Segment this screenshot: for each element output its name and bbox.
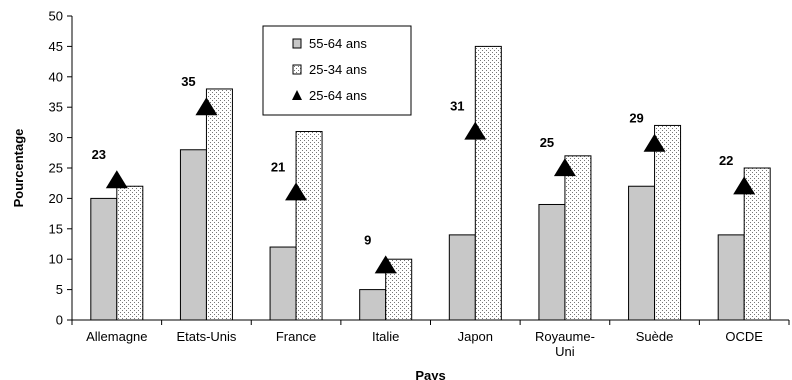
x-tick-label: France [276,329,316,344]
x-tick-label-line: France [276,329,316,344]
y-tick-label: 10 [49,252,63,267]
marker-triangle [285,182,308,201]
x-tick-label: Etats-Unis [176,329,236,344]
y-tick-label: 5 [56,282,63,297]
y-tick-label: 20 [49,191,63,206]
x-tick-label: Allemagne [86,329,147,344]
x-tick-label-line: Japon [458,329,493,344]
y-tick-label: 50 [49,9,63,24]
legend-swatch [292,90,302,100]
data-label: 9 [364,232,371,247]
bar-25-34-ans [205,88,233,321]
x-tick-label-line: Italie [372,329,399,344]
marker-triangle [374,255,397,274]
x-tick-label-line: Suède [636,329,674,344]
marker-triangle [553,158,576,177]
marker-triangle [733,176,756,195]
marker-triangle [195,97,218,116]
legend-label: 25-34 ans [309,62,367,77]
bar-25-34-ans [116,185,144,321]
x-tick-label-line: Royaume- [535,329,595,344]
y-tick-label: 15 [49,221,63,236]
legend: 55-64 ans 25-34 ans 25-64 ans [262,25,412,116]
bar-25-34-ans [474,45,502,321]
legend-label: 25-64 ans [309,88,367,103]
x-tick-label-line: OCDE [725,329,763,344]
x-tick-label: OCDE [725,329,763,344]
x-tick-label: Suède [636,329,674,344]
x-tick-label: Italie [372,329,399,344]
bar-55-64-ans [90,197,118,321]
marker-triangle [464,121,487,140]
y-tick-label: 35 [49,100,63,115]
plot-area: 0 5 10 15 20 25 30 35 40 45 50 23 Allemagne 35 Etats-U… [49,9,790,359]
bar-25-34-ans [564,155,592,321]
x-tick-label: Royaume-Uni [535,329,595,359]
data-label: 31 [450,99,464,114]
bar-55-64-ans [717,234,745,321]
bar-25-34-ans [295,131,323,321]
bar-55-64-ans [359,289,387,321]
x-axis-title: Pays [415,368,445,380]
y-tick-label: 30 [49,130,63,145]
data-label: 23 [92,147,106,162]
data-label: 35 [181,74,195,89]
y-tick-label: 40 [49,69,63,84]
legend-swatch [292,64,302,75]
y-axis-title: Pourcentage [11,129,26,208]
x-tick-label-line: Uni [555,344,575,359]
y-tick-label: 45 [49,39,63,54]
bar-55-64-ans [269,246,297,321]
bar-25-34-ans [654,124,682,321]
x-tick-label: Japon [458,329,493,344]
x-tick-label-line: Allemagne [86,329,147,344]
data-label: 29 [629,111,643,126]
bar-55-64-ans [448,234,476,321]
data-label: 22 [719,153,733,168]
marker-triangle [643,133,666,152]
x-tick-label-line: Etats-Unis [176,329,236,344]
data-label: 21 [271,159,285,174]
legend-swatch [292,38,302,49]
bar-55-64-ans [538,203,566,321]
legend-label: 55-64 ans [309,36,367,51]
y-tick-label: 0 [56,313,63,328]
data-label: 25 [540,135,554,150]
y-tick-label: 25 [49,161,63,176]
bar-55-64-ans [628,185,656,321]
legend-box [262,25,412,116]
marker-triangle [105,170,128,189]
bar-55-64-ans [179,149,207,321]
